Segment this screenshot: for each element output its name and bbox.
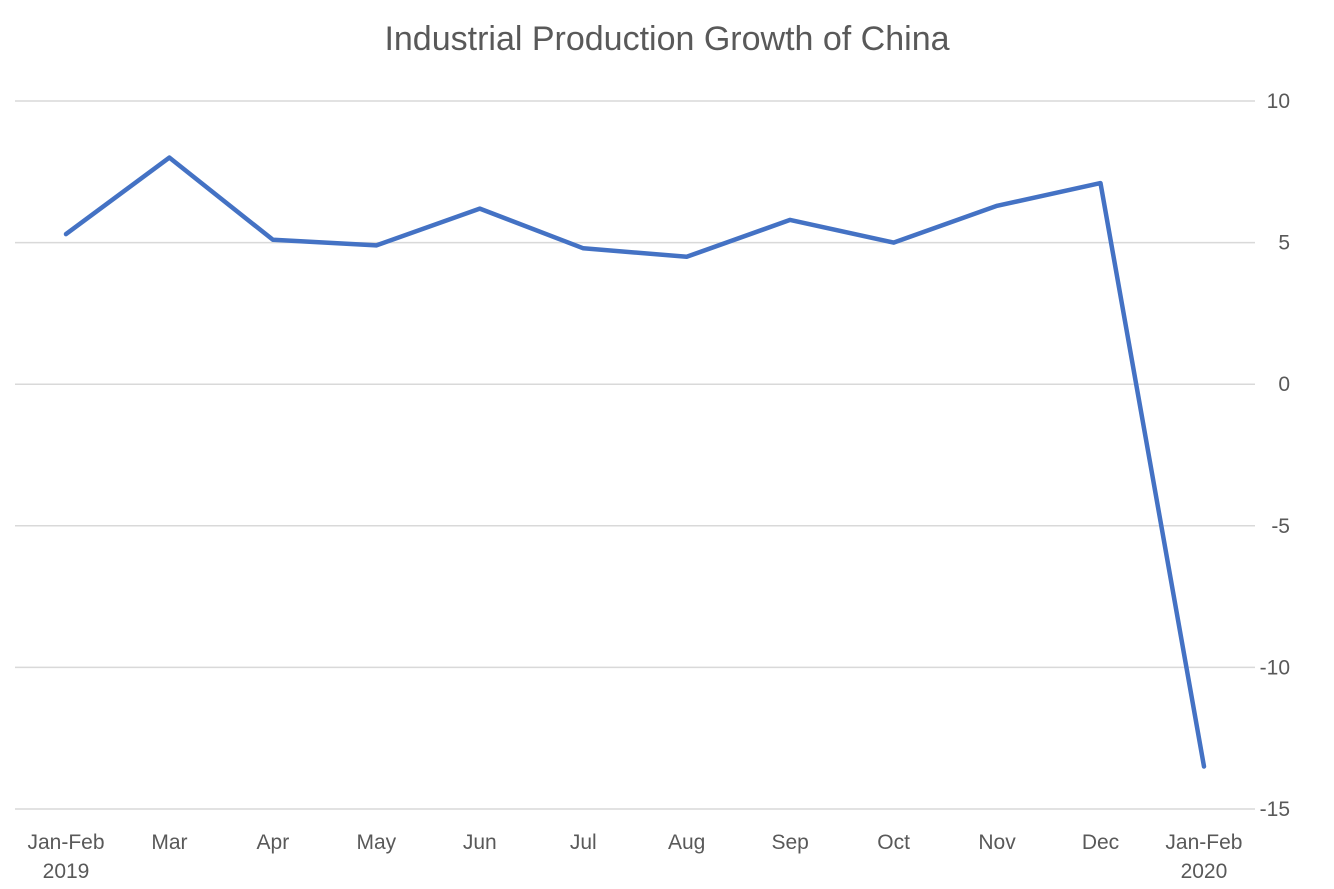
x-tick-label: Apr <box>257 831 290 854</box>
y-tick-label: 10 <box>1267 90 1290 113</box>
x-tick-label: Jan-Feb 2020 <box>1165 831 1242 883</box>
x-tick-label: Mar <box>151 831 187 854</box>
x-tick-label: Jul <box>570 831 597 854</box>
x-tick-label: Nov <box>978 831 1016 854</box>
x-tick-label: Aug <box>668 831 705 854</box>
x-tick-label: Jan-Feb 2019 <box>27 831 104 883</box>
series-line <box>63 155 1207 769</box>
chart-title: Industrial Production Growth of China <box>384 20 950 58</box>
y-tick-label: -5 <box>1271 515 1290 538</box>
y-tick-label: -15 <box>1260 798 1290 821</box>
x-tick-label: Jun <box>463 831 497 854</box>
x-tick-label: Dec <box>1082 831 1119 854</box>
y-tick-label: -10 <box>1260 656 1290 679</box>
y-tick-label: 0 <box>1278 373 1290 396</box>
y-tick-label: 5 <box>1278 232 1290 255</box>
x-tick-label: Oct <box>877 831 910 854</box>
x-tick-label: May <box>357 831 397 854</box>
x-tick-label: Sep <box>771 831 808 854</box>
